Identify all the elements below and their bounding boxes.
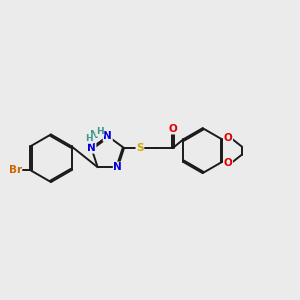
Text: H: H xyxy=(96,127,104,136)
Text: Br: Br xyxy=(9,165,22,175)
Text: N: N xyxy=(87,143,96,153)
Text: N: N xyxy=(90,130,99,140)
Text: O: O xyxy=(169,124,177,134)
Text: O: O xyxy=(224,158,233,168)
Text: N: N xyxy=(103,131,112,141)
Text: H: H xyxy=(85,134,93,143)
Text: O: O xyxy=(224,133,233,143)
Text: S: S xyxy=(136,143,144,153)
Text: N: N xyxy=(113,162,122,172)
